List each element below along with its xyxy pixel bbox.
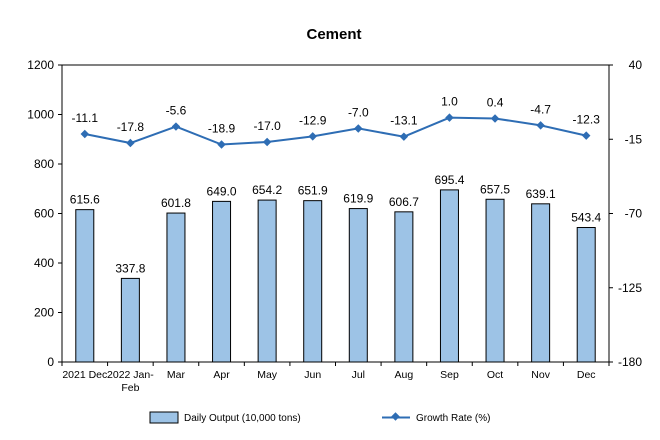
y-right-tick-label: -180 — [618, 355, 642, 369]
chart-title: Cement — [306, 26, 361, 43]
x-tick-label: 2022 Jan-Feb — [107, 369, 154, 394]
y-left-tick-label: 800 — [34, 157, 54, 171]
y-left-tick-label: 0 — [47, 355, 54, 369]
bar — [348, 208, 368, 363]
x-tick-label: Mar — [167, 369, 186, 381]
growth-value-label: -7.0 — [348, 105, 369, 119]
growth-value-label: -17.0 — [253, 119, 281, 133]
legend-label-line: Growth Rate (%) — [416, 413, 490, 424]
bar — [439, 189, 459, 363]
growth-marker — [126, 138, 135, 148]
bar-value-label: 657.5 — [480, 182, 510, 196]
growth-marker — [80, 129, 90, 139]
growth-marker — [445, 113, 454, 122]
growth-value-label: 0.4 — [487, 95, 504, 109]
bar — [257, 199, 277, 363]
y-left-tick-label: 400 — [34, 256, 54, 270]
x-tick-label: Apr — [213, 369, 230, 381]
x-tick-label: Aug — [395, 369, 414, 381]
y-left-tick-label: 200 — [34, 306, 54, 320]
x-tick-label: Dec — [577, 369, 596, 381]
bar-value-label: 619.9 — [343, 192, 373, 206]
growth-marker — [171, 122, 181, 131]
bar-value-label: 649.0 — [207, 184, 237, 198]
bar — [485, 198, 505, 363]
bar-value-label: 651.9 — [298, 184, 328, 198]
bar — [166, 212, 186, 363]
growth-value-label: -11.1 — [72, 111, 99, 125]
bar-value-label: 695.4 — [434, 173, 464, 187]
bar — [120, 277, 140, 363]
growth-marker — [354, 124, 363, 133]
growth-marker — [536, 121, 545, 130]
x-tick-label: Jun — [304, 369, 321, 381]
legend: Daily Output (10,000 tons) Growth Rate (… — [149, 411, 490, 424]
bar-value-label: 654.2 — [252, 183, 282, 197]
growth-marker — [262, 137, 272, 147]
x-tick-label: Jul — [352, 369, 365, 381]
y-right-tick-label: 40 — [629, 58, 643, 72]
growth-marker — [399, 132, 409, 141]
growth-value-label: -4.7 — [530, 102, 551, 116]
plot-frame — [61, 64, 610, 363]
y-right-tick-label: -15 — [625, 132, 643, 146]
y-left-tick-label: 600 — [34, 207, 54, 221]
bar-value-label: 639.1 — [526, 187, 556, 201]
growth-marker — [581, 131, 591, 140]
x-tick-label: 2021 Dec — [62, 369, 107, 381]
growth-value-label: -18.9 — [208, 122, 236, 136]
growth-line — [84, 116, 587, 146]
legend-label-bar: Daily Output (10,000 tons) — [184, 413, 301, 424]
growth-value-label: -5.6 — [166, 104, 187, 118]
y-right-tick-label: -125 — [618, 281, 642, 295]
bar-value-label: 337.8 — [115, 261, 145, 275]
growth-value-label: -12.9 — [299, 113, 327, 127]
growth-value-label: -13.1 — [390, 114, 418, 128]
bar-value-label: 606.7 — [389, 195, 419, 209]
x-tick-label: Nov — [531, 369, 550, 381]
x-tick-label: May — [257, 369, 278, 381]
plot-area: 0 200 400 600 800 1000 1200 -180 -125 -70 -15 40 202… — [27, 58, 642, 394]
growth-value-label: -17.8 — [117, 120, 145, 134]
y-right-tick-label: -70 — [625, 207, 643, 221]
bar — [75, 209, 95, 363]
x-tick-label: Sep — [440, 369, 459, 381]
growth-marker — [217, 140, 226, 149]
growth-marker — [308, 132, 317, 141]
y-left-tick-label: 1000 — [27, 108, 54, 122]
bar — [394, 211, 414, 363]
legend-swatch-marker — [391, 412, 400, 421]
bar-value-label: 615.6 — [70, 193, 100, 207]
growth-value-label: -12.3 — [573, 113, 601, 127]
growth-marker — [490, 114, 500, 123]
x-tick-label: Oct — [487, 369, 503, 381]
y-left-tick-label: 1200 — [27, 58, 54, 72]
bar — [576, 227, 596, 363]
legend-swatch-bar — [149, 411, 179, 424]
bar — [531, 203, 551, 363]
bar — [303, 200, 323, 363]
bar-value-label: 601.8 — [161, 196, 191, 210]
bar — [212, 200, 232, 363]
growth-value-label: 1.0 — [441, 95, 458, 109]
bar-value-label: 543.4 — [571, 211, 601, 225]
